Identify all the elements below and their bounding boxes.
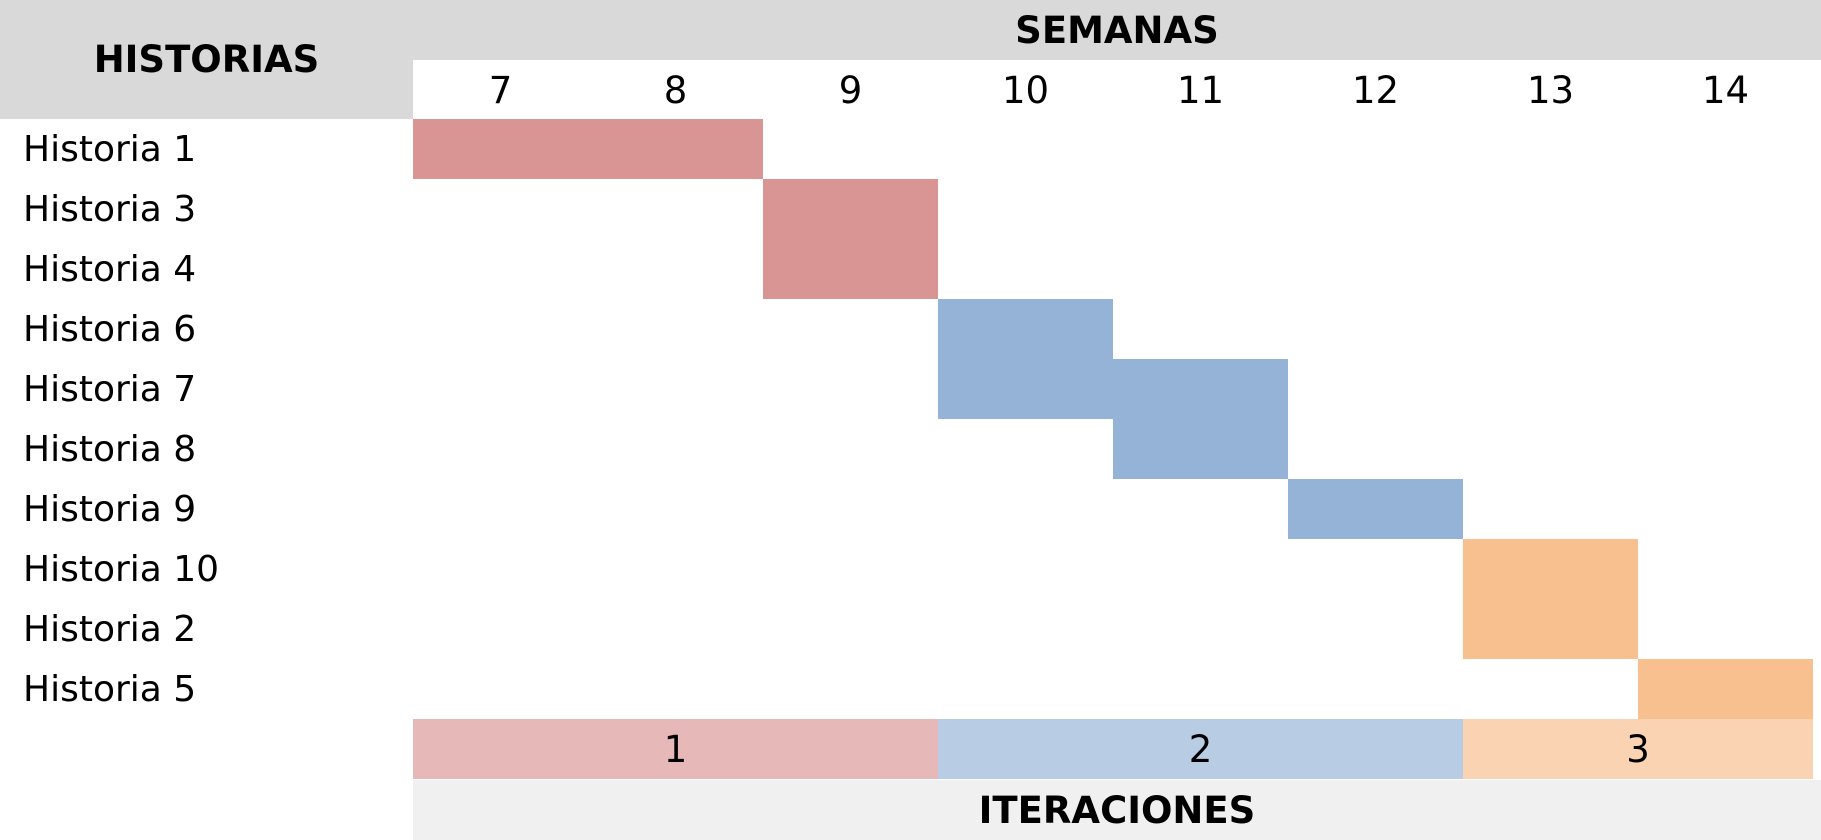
iterations-footer: ITERACIONES	[413, 780, 1821, 840]
iteration-band: 1	[413, 719, 938, 779]
weeks-header: SEMANAS	[413, 0, 1821, 60]
week-label: 10	[1001, 68, 1050, 112]
story-label: Historia 7	[23, 368, 197, 410]
stories-header: HISTORIAS	[0, 0, 413, 119]
week-label: 13	[1526, 68, 1575, 112]
story-label: Historia 10	[23, 548, 220, 590]
week-label: 8	[663, 68, 688, 112]
task-bar	[1113, 419, 1288, 479]
story-label: Historia 3	[23, 188, 197, 230]
story-label: Historia 2	[23, 608, 197, 650]
task-bar	[763, 179, 938, 239]
task-bar	[938, 359, 1288, 419]
week-label: 11	[1176, 68, 1225, 112]
task-bar	[938, 299, 1113, 359]
task-bar	[1638, 659, 1813, 719]
week-label: 14	[1701, 68, 1750, 112]
story-label: Historia 4	[23, 248, 197, 290]
story-label: Historia 1	[23, 128, 197, 170]
iteration-band: 3	[1463, 719, 1813, 779]
week-label: 12	[1351, 68, 1400, 112]
story-label: Historia 6	[23, 308, 197, 350]
week-label: 7	[488, 68, 513, 112]
week-label: 9	[838, 68, 863, 112]
story-label: Historia 5	[23, 668, 197, 710]
task-bar	[1463, 539, 1638, 599]
story-label: Historia 9	[23, 488, 197, 530]
iteration-band: 2	[938, 719, 1463, 779]
task-bar	[413, 119, 763, 179]
task-bar	[1288, 479, 1463, 539]
task-bar	[763, 239, 938, 299]
task-bar	[1463, 599, 1638, 659]
story-label: Historia 8	[23, 428, 197, 470]
